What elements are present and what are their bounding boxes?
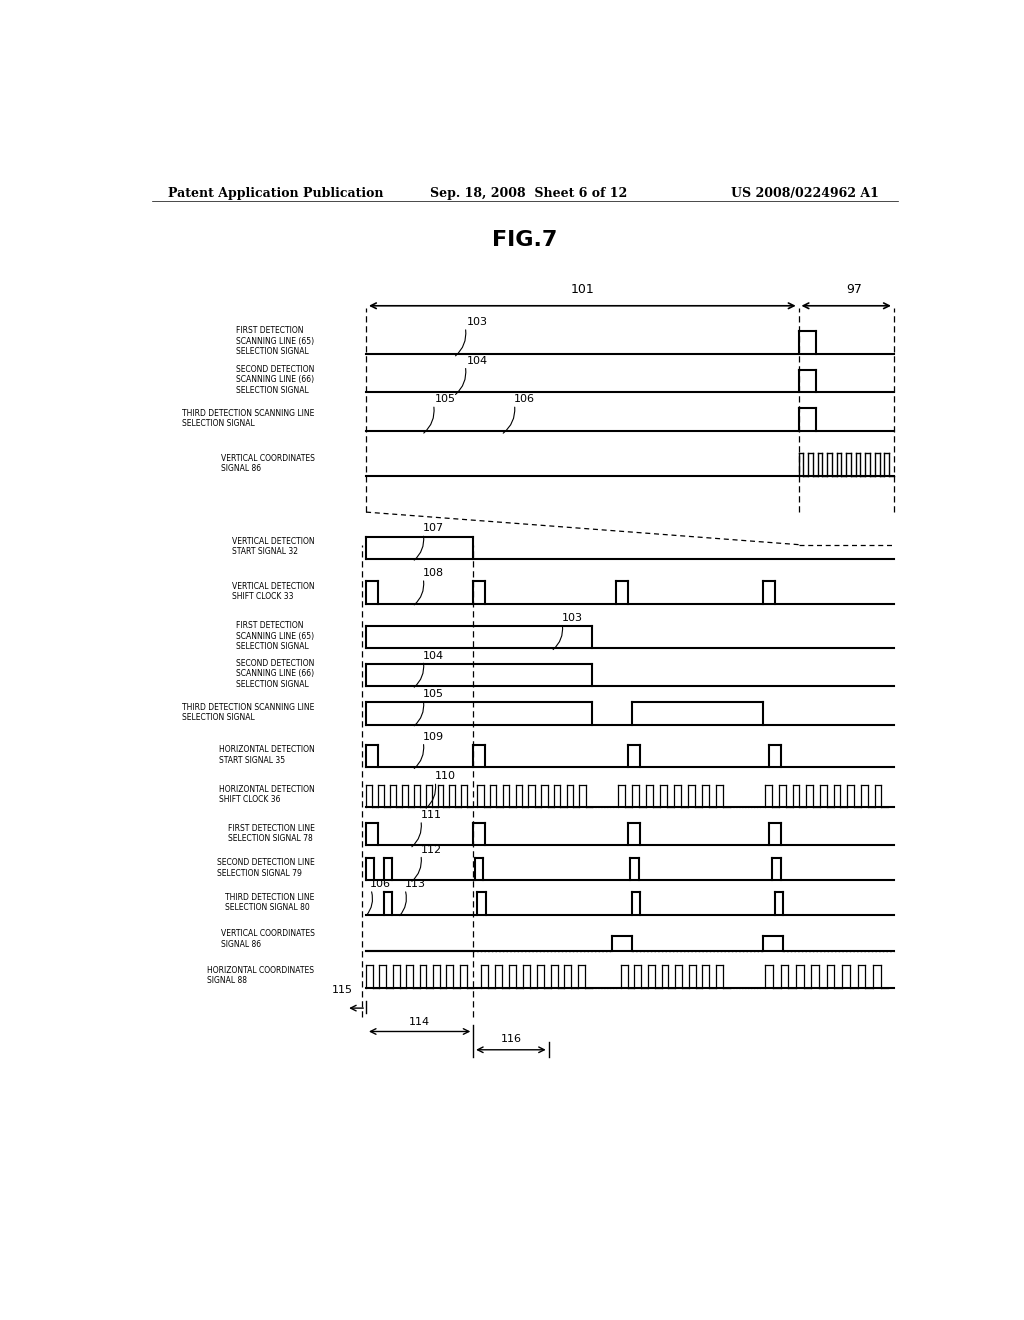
- Text: 116: 116: [501, 1034, 522, 1044]
- Text: 107: 107: [423, 524, 444, 533]
- Text: VERTICAL DETECTION
START SIGNAL 32: VERTICAL DETECTION START SIGNAL 32: [231, 537, 314, 556]
- Text: Sep. 18, 2008  Sheet 6 of 12: Sep. 18, 2008 Sheet 6 of 12: [430, 187, 627, 199]
- Text: US 2008/0224962 A1: US 2008/0224962 A1: [731, 187, 879, 199]
- Text: 105: 105: [423, 689, 444, 700]
- Text: HORIZONTAL COORDINATES
SIGNAL 88: HORIZONTAL COORDINATES SIGNAL 88: [208, 966, 314, 985]
- Text: HORIZONTAL DETECTION
SHIFT CLOCK 36: HORIZONTAL DETECTION SHIFT CLOCK 36: [219, 785, 314, 804]
- Text: HORIZONTAL DETECTION
START SIGNAL 35: HORIZONTAL DETECTION START SIGNAL 35: [219, 746, 314, 764]
- Text: 114: 114: [409, 1018, 430, 1027]
- Text: 105: 105: [435, 395, 456, 404]
- Text: 110: 110: [435, 771, 456, 781]
- Text: VERTICAL DETECTION
SHIFT CLOCK 33: VERTICAL DETECTION SHIFT CLOCK 33: [231, 582, 314, 601]
- Text: 104: 104: [467, 356, 487, 366]
- Text: 115: 115: [332, 985, 353, 995]
- Text: 106: 106: [370, 879, 391, 890]
- Text: FIG.7: FIG.7: [493, 230, 557, 249]
- Text: Patent Application Publication: Patent Application Publication: [168, 187, 383, 199]
- Text: 108: 108: [423, 568, 444, 578]
- Text: SECOND DETECTION
SCANNING LINE (66)
SELECTION SIGNAL: SECOND DETECTION SCANNING LINE (66) SELE…: [237, 366, 314, 395]
- Text: 109: 109: [423, 731, 444, 742]
- Text: 103: 103: [562, 612, 583, 623]
- Text: SECOND DETECTION
SCANNING LINE (66)
SELECTION SIGNAL: SECOND DETECTION SCANNING LINE (66) SELE…: [237, 659, 314, 689]
- Text: VERTICAL COORDINATES
SIGNAL 86: VERTICAL COORDINATES SIGNAL 86: [220, 929, 314, 949]
- Text: FIRST DETECTION
SCANNING LINE (65)
SELECTION SIGNAL: FIRST DETECTION SCANNING LINE (65) SELEC…: [237, 622, 314, 651]
- Text: 112: 112: [421, 845, 441, 854]
- Text: 113: 113: [404, 879, 426, 890]
- Text: 101: 101: [570, 282, 594, 296]
- Text: 97: 97: [846, 282, 862, 296]
- Text: 104: 104: [423, 651, 444, 660]
- Text: 103: 103: [467, 317, 487, 327]
- Text: THIRD DETECTION SCANNING LINE
SELECTION SIGNAL: THIRD DETECTION SCANNING LINE SELECTION …: [182, 702, 314, 722]
- Text: THIRD DETECTION SCANNING LINE
SELECTION SIGNAL: THIRD DETECTION SCANNING LINE SELECTION …: [182, 409, 314, 428]
- Text: VERTICAL COORDINATES
SIGNAL 86: VERTICAL COORDINATES SIGNAL 86: [220, 454, 314, 473]
- Text: FIRST DETECTION
SCANNING LINE (65)
SELECTION SIGNAL: FIRST DETECTION SCANNING LINE (65) SELEC…: [237, 326, 314, 356]
- Text: FIRST DETECTION LINE
SELECTION SIGNAL 78: FIRST DETECTION LINE SELECTION SIGNAL 78: [227, 824, 314, 843]
- Text: 106: 106: [514, 395, 536, 404]
- Text: 111: 111: [421, 810, 441, 820]
- Text: SECOND DETECTION LINE
SELECTION SIGNAL 79: SECOND DETECTION LINE SELECTION SIGNAL 7…: [217, 858, 314, 878]
- Text: THIRD DETECTION LINE
SELECTION SIGNAL 80: THIRD DETECTION LINE SELECTION SIGNAL 80: [225, 892, 314, 912]
